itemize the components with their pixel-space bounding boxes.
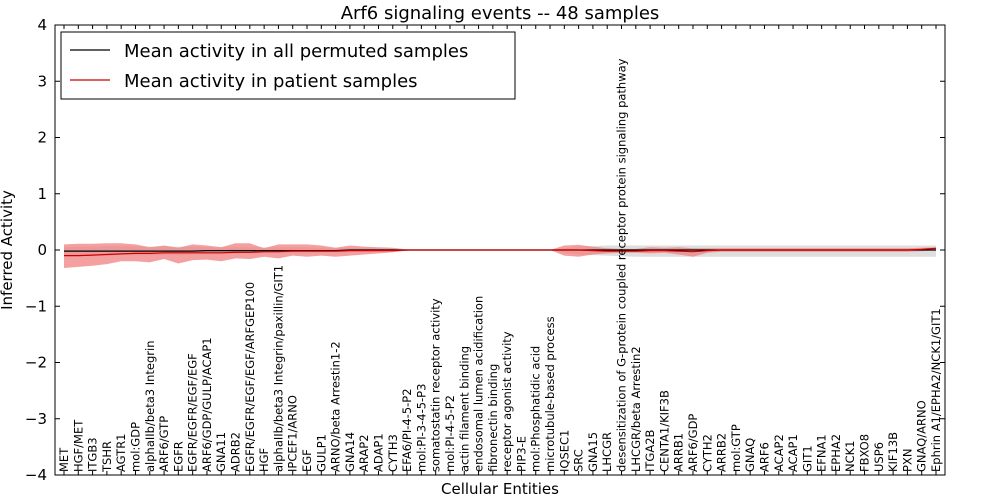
x-tick-label: ARNO/beta Arrestin1-2: [329, 341, 343, 472]
x-tick-label: mol:PI-4-5-P2: [443, 395, 457, 472]
x-tick-label: ARRB2: [715, 433, 729, 472]
y-tick-label: −1: [25, 297, 47, 315]
x-tick-label: LHCGR/beta Arrestin2: [629, 346, 643, 472]
y-tick-label: 0: [37, 241, 47, 259]
x-tick-label: CYTH3: [386, 434, 400, 472]
legend: Mean activity in all permuted samples Me…: [60, 31, 516, 100]
x-tick-label: HGF/MET: [71, 419, 85, 472]
x-tick-label: GIT1: [800, 445, 814, 472]
x-tick-label: ACAP2: [772, 434, 786, 472]
legend-box: [60, 31, 516, 100]
x-tick-label: GULP1: [314, 434, 328, 472]
chart-title: Arf6 signaling events -- 48 samples: [341, 3, 660, 24]
x-tick-label: mol:GDP: [129, 422, 143, 472]
x-tick-label: ITGB3: [86, 437, 100, 472]
patient-mean-line: [64, 247, 937, 257]
x-tick-label: EGFR/EGFR/EGF/EGF/ARFGEP100: [243, 282, 257, 472]
x-tick-label: desensitization of G-protein coupled rec…: [615, 58, 629, 472]
x-tick-label: ARF6: [758, 442, 772, 472]
x-tick-label: endosomal lumen acidification: [472, 296, 486, 472]
x-tick-label: EFA6/PI-4-5-P2: [400, 388, 414, 472]
x-tick-label: alphaIIb/beta3 Integrin: [143, 340, 157, 472]
x-tick-label: IPCEF1/ARNO: [286, 395, 300, 472]
x-tick-label: GNA11: [214, 432, 228, 472]
lines-layer: [64, 247, 937, 257]
y-tick-label: 2: [37, 129, 47, 147]
x-axis-label: Cellular Entities: [441, 480, 559, 498]
x-tick-label: mol:PI-3-4-5-P3: [414, 384, 428, 472]
x-tick-label: CYTH2: [700, 434, 714, 472]
x-tick-label: receptor agonist activity: [500, 331, 514, 472]
x-tick-label: Ephrin A1/EPHA2/NCK1/GIT1: [929, 308, 943, 472]
x-tick-label: GNA15: [586, 432, 600, 472]
x-tick-label: NCK1: [843, 441, 857, 473]
y-axis-label: Inferred Activity: [0, 190, 16, 310]
x-tick-label: ARF6/GDP/GULP/ACAP1: [200, 337, 214, 472]
x-tick-label: mol:GTP: [729, 424, 743, 472]
x-tick-label: EPHA2: [829, 434, 843, 472]
x-tick-label: somatostatin receptor activity: [429, 298, 443, 472]
x-tick-label: GNA14: [343, 432, 357, 472]
x-tick-label: alphaIIb/beta3 Integrin/paxillin/GIT1: [271, 265, 285, 472]
x-tick-label: PIP3-E: [514, 436, 528, 472]
y-tick-label: −4: [25, 466, 47, 484]
x-tick-label: ACAP1: [786, 434, 800, 472]
x-tick-label: LHCGR: [600, 432, 614, 472]
x-tick-label: ARRB1: [672, 433, 686, 472]
x-tick-label: microtubule-based process: [543, 316, 557, 472]
x-tick-label: PXN: [900, 449, 914, 472]
x-tick-label: CENTA1/KIF3B: [657, 390, 671, 472]
x-tick-label: KIF13B: [886, 432, 900, 472]
x-tick-label: ARAP2: [357, 434, 371, 472]
x-tick-label: GNAQ: [743, 438, 757, 472]
x-tick-label: EGF: [300, 449, 314, 472]
y-tick-label: 3: [37, 72, 47, 90]
axis-ticks: −4 −3 −2 −1 0 1 2 3 4: [25, 16, 945, 484]
x-tick-label: ADAP1: [372, 433, 386, 472]
x-tick-label: EGFR/EGFR/EGF/EGF: [186, 353, 200, 472]
x-tick-label: ITGA2B: [643, 429, 657, 472]
legend-label-permuted: Mean activity in all permuted samples: [124, 41, 468, 62]
x-tick-label: ADRB2: [229, 432, 243, 472]
x-tick-label: TSHR: [100, 441, 114, 473]
x-tick-labels: MET HGF/MET ITGB3 TSHR AGTR1 mol:GDP alphaIIb/…: [57, 58, 943, 473]
x-tick-label: IQSEC1: [557, 430, 571, 472]
bands-layer: [64, 243, 936, 268]
x-tick-label: MET: [57, 447, 71, 472]
x-tick-label: USP6: [872, 442, 886, 472]
x-tick-label: fibronectin binding: [486, 364, 500, 472]
x-tick-label: AGTR1: [114, 434, 128, 473]
y-tick-label: −3: [25, 410, 47, 428]
x-tick-label: actin filament binding: [457, 346, 471, 472]
x-tick-label: ARF6/GDP: [686, 414, 700, 472]
y-tick-label: −2: [25, 354, 47, 372]
x-tick-label: FBXO8: [858, 434, 872, 472]
x-tick-label: EGFR: [171, 441, 185, 472]
x-tick-label: GNAQ/ARNO: [915, 400, 929, 472]
x-tick-label: HGF: [257, 448, 271, 472]
y-tick-label: 1: [37, 185, 47, 203]
y-tick-label: 4: [37, 16, 47, 34]
legend-label-patient: Mean activity in patient samples: [124, 71, 418, 92]
x-tick-label: mol:Phosphatidic acid: [529, 346, 543, 472]
x-tick-label: ARF6/GTP: [157, 416, 171, 472]
x-tick-label: EFNA1: [815, 434, 829, 472]
x-tick-label: SRC: [572, 449, 586, 472]
